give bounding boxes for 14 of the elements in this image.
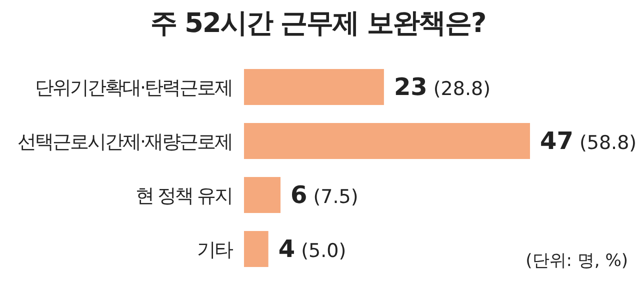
bar <box>244 177 281 213</box>
chart-title: 주 52시간 근무제 보완책은? <box>150 8 486 39</box>
bar <box>244 231 268 267</box>
y-tick-label: 기타 <box>197 239 234 261</box>
data-label: 6 (7.5) <box>290 181 358 209</box>
y-tick-label: 현 정책 유지 <box>135 185 232 207</box>
y-tick-label: 선택근로시간제·재량근로제 <box>17 131 232 153</box>
data-label: 23 (28.8) <box>394 73 491 101</box>
y-tick-label: 단위기간확대·탄력근로제 <box>34 77 232 99</box>
data-label: 47 (58.8) <box>540 127 636 155</box>
data-label: 4 (5.0) <box>278 235 346 263</box>
bar <box>244 69 384 105</box>
bar <box>244 123 530 159</box>
annotation: (단위: 명, %) <box>526 251 628 271</box>
